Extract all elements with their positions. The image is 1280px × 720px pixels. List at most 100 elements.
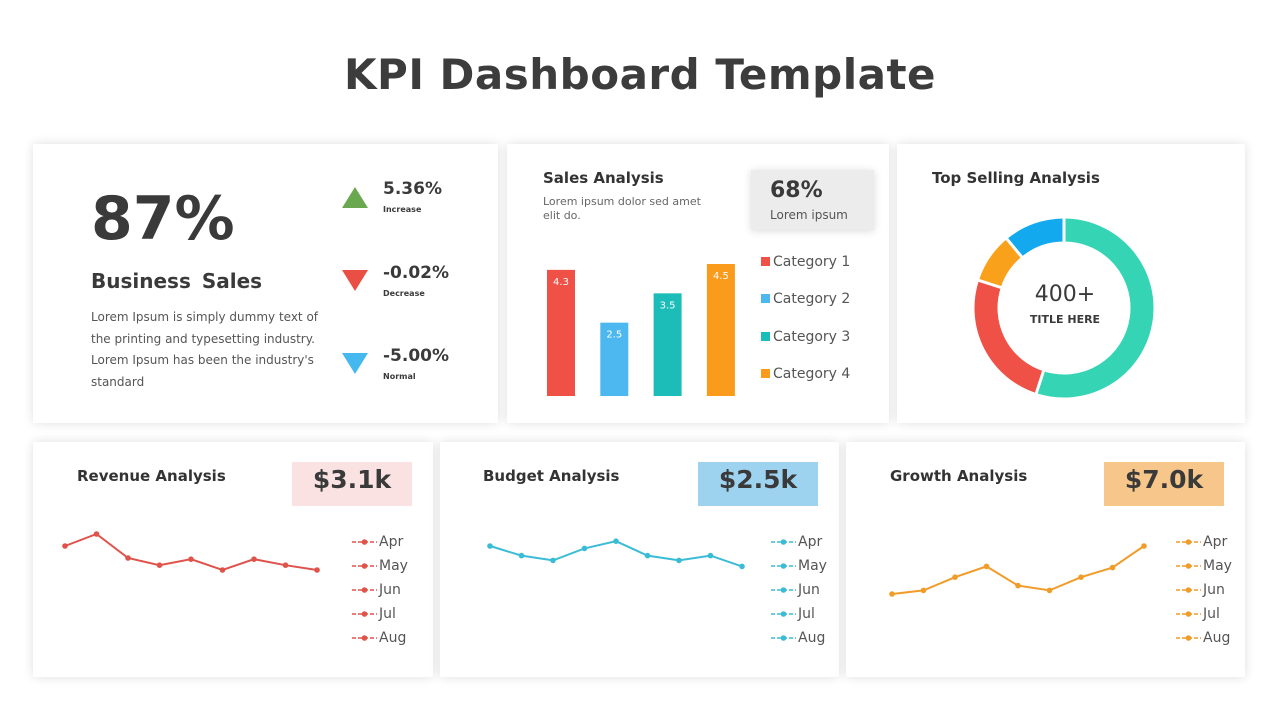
legend-label: Aug (1203, 630, 1231, 646)
legend-item-category-3: Category 3 (761, 329, 850, 345)
top-selling-donut-chart (974, 217, 1154, 398)
line-point (1141, 543, 1147, 549)
legend-item-category-2: Category 2 (761, 291, 850, 307)
bar-2 (600, 322, 629, 396)
legend-item-jun: Jun (351, 582, 401, 598)
line-point (550, 557, 556, 564)
budget-analysis-card: Budget Analysis $2.5k Apr May Jun Jul Aug (440, 442, 839, 677)
legend-line-marker (1176, 539, 1201, 545)
legend-item-may: May (770, 558, 827, 574)
line-point (518, 552, 525, 559)
triangle-up-icon (342, 187, 368, 208)
legend-line-marker (771, 635, 796, 641)
donut-slice-4 (1006, 218, 1065, 258)
growth-analysis-title: Growth Analysis (890, 467, 1028, 485)
revenue-line-chart (62, 531, 320, 573)
growth-value-box: $7.0k (1104, 462, 1224, 506)
revenue-series-line (64, 532, 318, 572)
legend-line-marker (352, 635, 377, 641)
legend-label: Aug (379, 630, 407, 646)
budget-value-box: $2.5k (698, 462, 818, 506)
sales-analysis-title: Sales Analysis (543, 169, 664, 187)
legend-label: Category 3 (773, 328, 851, 345)
top-selling-title: Top Selling Analysis (932, 169, 1100, 187)
kpi-label: Increase (383, 205, 422, 214)
legend-swatch (761, 294, 770, 304)
bar-data-label: 2.5 (606, 330, 622, 341)
line-point (156, 562, 163, 568)
sales-analysis-description: Lorem ipsum dolor sed amet elit do. (543, 195, 701, 222)
sales-analysis-card: Sales Analysis Lorem ipsum dolor sed ame… (507, 144, 889, 423)
legend-item-apr: Apr (770, 534, 822, 550)
line-point (707, 552, 714, 559)
legend-item-aug: Aug (351, 630, 406, 646)
legend-label: Aug (798, 630, 826, 646)
line-point (1078, 574, 1084, 580)
kpi-label: Normal (383, 372, 416, 381)
legend-label: Category 4 (773, 365, 851, 382)
revenue-analysis-card: Revenue Analysis $3.1k Apr May Jun Jul Aug (33, 442, 433, 677)
line-point (581, 545, 588, 552)
budget-line-chart (487, 538, 745, 570)
bar-3 (653, 293, 682, 396)
legend-label: Jun (379, 582, 401, 598)
line-point (62, 543, 68, 549)
line-point (188, 556, 194, 562)
legend-item-jun: Jun (1175, 582, 1225, 598)
legend-label: Jun (798, 582, 820, 598)
legend-label: Jul (798, 606, 815, 622)
budget-series-line (489, 540, 743, 568)
revenue-value-box: $3.1k (292, 462, 412, 506)
legend-swatch (761, 331, 770, 341)
legend-swatch (761, 368, 770, 378)
donut-slice-2 (974, 280, 1044, 394)
budget-analysis-title: Budget Analysis (483, 467, 620, 485)
triangle-down-icon (342, 270, 368, 291)
donut-separator (1005, 237, 1024, 259)
legend-line-marker (352, 611, 377, 617)
bar-data-label: 3.5 (660, 300, 676, 311)
legend-item-jun: Jun (770, 582, 820, 598)
line-point (613, 538, 619, 544)
kpi-label: Decrease (383, 289, 425, 298)
sales-highlight-box: 68% Lorem ipsum (751, 170, 874, 230)
legend-line-marker (1176, 563, 1201, 569)
legend-line-marker (1176, 587, 1201, 593)
line-point (125, 555, 131, 561)
growth-analysis-card: Growth Analysis $7.0k Apr May Jun Jul Aug (846, 442, 1245, 677)
kpi-value: -0.02% (383, 263, 450, 283)
line-point (920, 587, 927, 594)
legend-line-marker (771, 539, 796, 545)
donut-separator (977, 278, 1003, 290)
legend-item-aug: Aug (770, 630, 825, 646)
legend-line-marker (771, 587, 796, 593)
legend-line-marker (1176, 635, 1201, 641)
legend-line-marker (771, 611, 796, 617)
legend-item-category-4: Category 4 (761, 366, 850, 382)
legend-label: Category 1 (773, 254, 851, 270)
legend-item-jul: Jul (1175, 606, 1220, 622)
donut-slice-1 (1036, 218, 1154, 398)
legend-line-marker (352, 563, 377, 569)
legend-item-jul: Jul (770, 606, 815, 622)
line-point (93, 531, 100, 537)
line-point (219, 567, 226, 573)
business-sales-title: Business Sales (91, 269, 263, 293)
legend-item-jul: Jul (351, 606, 396, 622)
legend-label: May (798, 558, 827, 574)
legend-label: May (379, 558, 408, 574)
line-point (1015, 582, 1021, 589)
legend-item-apr: Apr (1175, 534, 1227, 550)
bar-1 (547, 269, 575, 396)
top-selling-card: Top Selling Analysis 400+ TITLE HERE (897, 144, 1245, 423)
line-point (282, 562, 289, 568)
sales-highlight-value: 68% (770, 178, 823, 203)
legend-label: Apr (379, 534, 404, 550)
legend-label: May (1203, 558, 1232, 574)
legend-item-aug: Aug (1175, 630, 1230, 646)
legend-line-marker (771, 563, 796, 569)
legend-item-category-1: Category 1 (761, 254, 850, 270)
line-point (676, 557, 682, 564)
growth-line-chart (889, 543, 1147, 597)
legend-label: Jul (1203, 606, 1220, 622)
